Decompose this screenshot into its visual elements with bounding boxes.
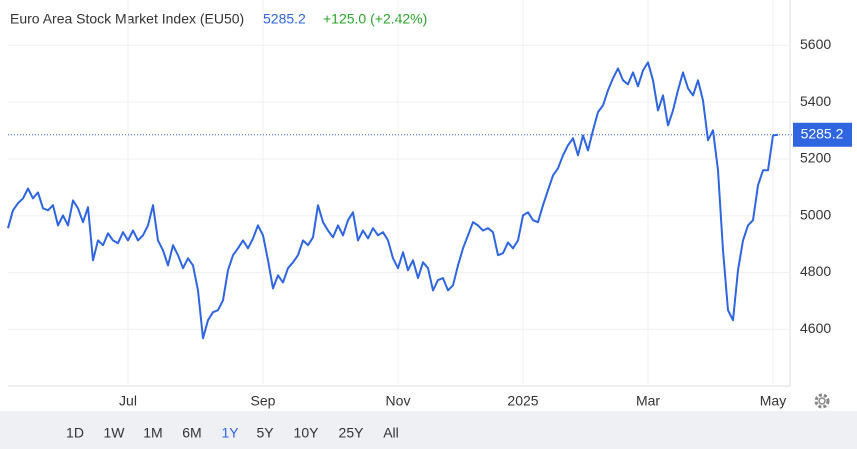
y-tick-label: 5200: [800, 150, 831, 166]
y-tick-label: 4600: [800, 320, 831, 336]
chart-title: Euro Area Stock Market Index (EU50): [10, 11, 244, 27]
price: 5285.2: [263, 11, 306, 27]
toolbar-bg: [0, 411, 857, 449]
x-tick-label: May: [760, 393, 786, 409]
y-tick-label: 5600: [800, 36, 831, 52]
x-tick-label: Jul: [119, 393, 137, 409]
last-price-label: 5285.2: [801, 125, 844, 141]
x-tick-label: Sep: [251, 393, 276, 409]
settings-icon[interactable]: [814, 393, 830, 409]
range-button[interactable]: 1M: [143, 425, 162, 441]
range-button[interactable]: 5Y: [256, 425, 274, 441]
range-button[interactable]: 1D: [66, 425, 84, 441]
range-button[interactable]: 6M: [182, 425, 201, 441]
y-tick-label: 5000: [800, 206, 831, 222]
y-tick-label: 5400: [800, 93, 831, 109]
range-button[interactable]: 25Y: [339, 425, 365, 441]
range-button[interactable]: All: [383, 425, 399, 441]
change: +125.0 (+2.42%): [323, 11, 427, 27]
y-tick-label: 4800: [800, 263, 831, 279]
range-button[interactable]: 10Y: [294, 425, 320, 441]
range-button[interactable]: 1Y: [221, 425, 239, 441]
range-button[interactable]: 1W: [104, 425, 126, 441]
x-tick-label: Nov: [386, 393, 411, 409]
line: [7, 61, 779, 340]
last-price-box: [793, 122, 852, 147]
x-tick-label: Mar: [636, 393, 660, 409]
x-tick-label: 2025: [507, 393, 538, 409]
